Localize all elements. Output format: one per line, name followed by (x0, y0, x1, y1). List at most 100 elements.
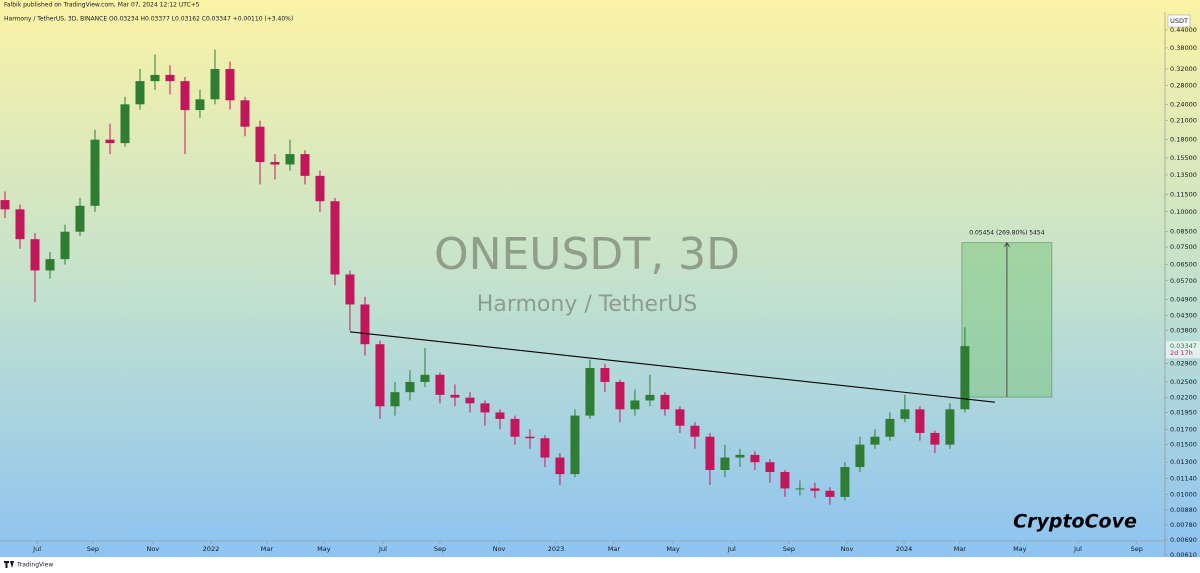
plot-area (0, 49, 1053, 505)
x-tick-label: Mar (608, 545, 621, 553)
measure-label: 0.05454 (269.80%) 5454 (969, 229, 1044, 236)
x-tick-label: 2023 (548, 545, 565, 553)
candle-body (345, 274, 355, 305)
candle-body (225, 69, 235, 101)
x-tick-label: Nov (841, 545, 854, 553)
footer-bar (0, 557, 1200, 573)
y-tick-label: 0.08500 (1170, 228, 1197, 236)
y-tick-label: 0.01140 (1170, 474, 1197, 482)
candle-body (285, 154, 295, 165)
y-tick-label: 0.02900 (1170, 360, 1197, 368)
candle-body (210, 69, 220, 100)
candle-body (855, 444, 865, 468)
candle-body (375, 344, 385, 407)
header: Falbik published on TradingView.com, Mar… (4, 2, 200, 9)
candle-body (660, 394, 670, 410)
y-tick-label: 0.00610 (1170, 551, 1197, 559)
footer: TradingView (16, 562, 53, 569)
x-tick-label: Sep (1131, 545, 1143, 553)
y-tick-label: 0.01300 (1170, 458, 1197, 466)
y-tick-label: 0.02200 (1170, 394, 1197, 402)
x-tick-label: Jul (1073, 545, 1082, 553)
candle-body (465, 397, 475, 404)
y-tick-label: 0.11500 (1170, 191, 1197, 199)
y-tick-label: 0.02500 (1170, 378, 1197, 386)
y-tick-label: 0.03800 (1170, 327, 1197, 335)
candle-body (630, 400, 640, 410)
candle-body (300, 154, 310, 176)
candle-body (165, 74, 175, 82)
y-tick-label: 0.04900 (1170, 295, 1197, 303)
candle-body (705, 436, 715, 470)
x-tick-label: 2024 (896, 545, 913, 553)
legend-line: Harmony / TetherUS, 3D, BINANCE O0.03234… (4, 16, 293, 23)
price-label: 0.03347 (1170, 342, 1197, 350)
x-tick-label: May (1013, 545, 1027, 553)
watermark: ONEUSDT, 3D (434, 229, 740, 280)
y-tick-label: 0.01000 (1170, 490, 1197, 498)
x-tick-label: Mar (261, 545, 274, 553)
candle-body (735, 454, 745, 458)
x-tick-label: Jul (727, 545, 736, 553)
candle-body (570, 415, 580, 475)
x-tick-label: Jul (32, 545, 41, 553)
candle-body (105, 139, 115, 144)
y-tick-label: 0.00690 (1170, 536, 1197, 544)
candle-body (825, 490, 835, 497)
y-tick-label: 0.32000 (1170, 65, 1197, 73)
y-tick-label: 0.18000 (1170, 136, 1197, 144)
y-axis-unit: USDT (1170, 17, 1188, 25)
y-tick-label: 0.01700 (1170, 425, 1197, 433)
candle-body (930, 432, 940, 445)
brand: CryptoCove (1013, 511, 1137, 533)
candle-body (360, 304, 370, 345)
x-tick-label: May (666, 545, 680, 553)
candle-body (495, 412, 505, 419)
candle-body (585, 368, 595, 416)
candle-body (795, 488, 805, 490)
candle-body (75, 205, 85, 232)
x-tick-label: Nov (147, 545, 160, 553)
candle-body (390, 392, 400, 407)
candle-body (195, 99, 205, 111)
x-tick-label: Sep (434, 545, 446, 553)
y-tick-label: 0.05700 (1170, 277, 1197, 285)
candle-body (90, 139, 100, 206)
candle-body (885, 418, 895, 437)
candle-body (0, 200, 10, 210)
y-tick-label: 0.01950 (1170, 408, 1197, 416)
candle-body (45, 259, 55, 271)
candle-body (915, 409, 925, 433)
candle-body (900, 409, 910, 419)
candle-body (510, 418, 520, 437)
y-tick-label: 0.28000 (1170, 81, 1197, 89)
y-tick-label: 0.24000 (1170, 100, 1197, 108)
y-tick-label: 0.21000 (1170, 117, 1197, 125)
trendline (349, 331, 995, 403)
candle-body (810, 488, 820, 491)
candle-body (765, 462, 775, 473)
x-tick-label: Jul (378, 545, 387, 553)
y-tick-label: 0.04300 (1170, 311, 1197, 319)
candle-body (750, 454, 760, 463)
candle-body (840, 467, 850, 497)
candle-body (600, 368, 610, 382)
candle-body (540, 438, 550, 458)
countdown: 2d 17h (1170, 349, 1193, 357)
y-tick-label: 0.00880 (1170, 506, 1197, 514)
x-tick-label: May (317, 545, 331, 553)
candle-body (120, 104, 130, 144)
candle-body (555, 457, 565, 475)
candle-body (960, 346, 970, 410)
candle-body (405, 381, 415, 393)
y-tick-label: 0.38000 (1170, 44, 1197, 52)
x-tick-label: Mar (954, 545, 967, 553)
candle-body (270, 162, 280, 165)
candle-body (60, 231, 70, 260)
y-tick-label: 0.15500 (1170, 154, 1197, 162)
candle-body (135, 81, 145, 105)
price-label-box (1166, 341, 1200, 359)
candle-body (690, 425, 700, 437)
